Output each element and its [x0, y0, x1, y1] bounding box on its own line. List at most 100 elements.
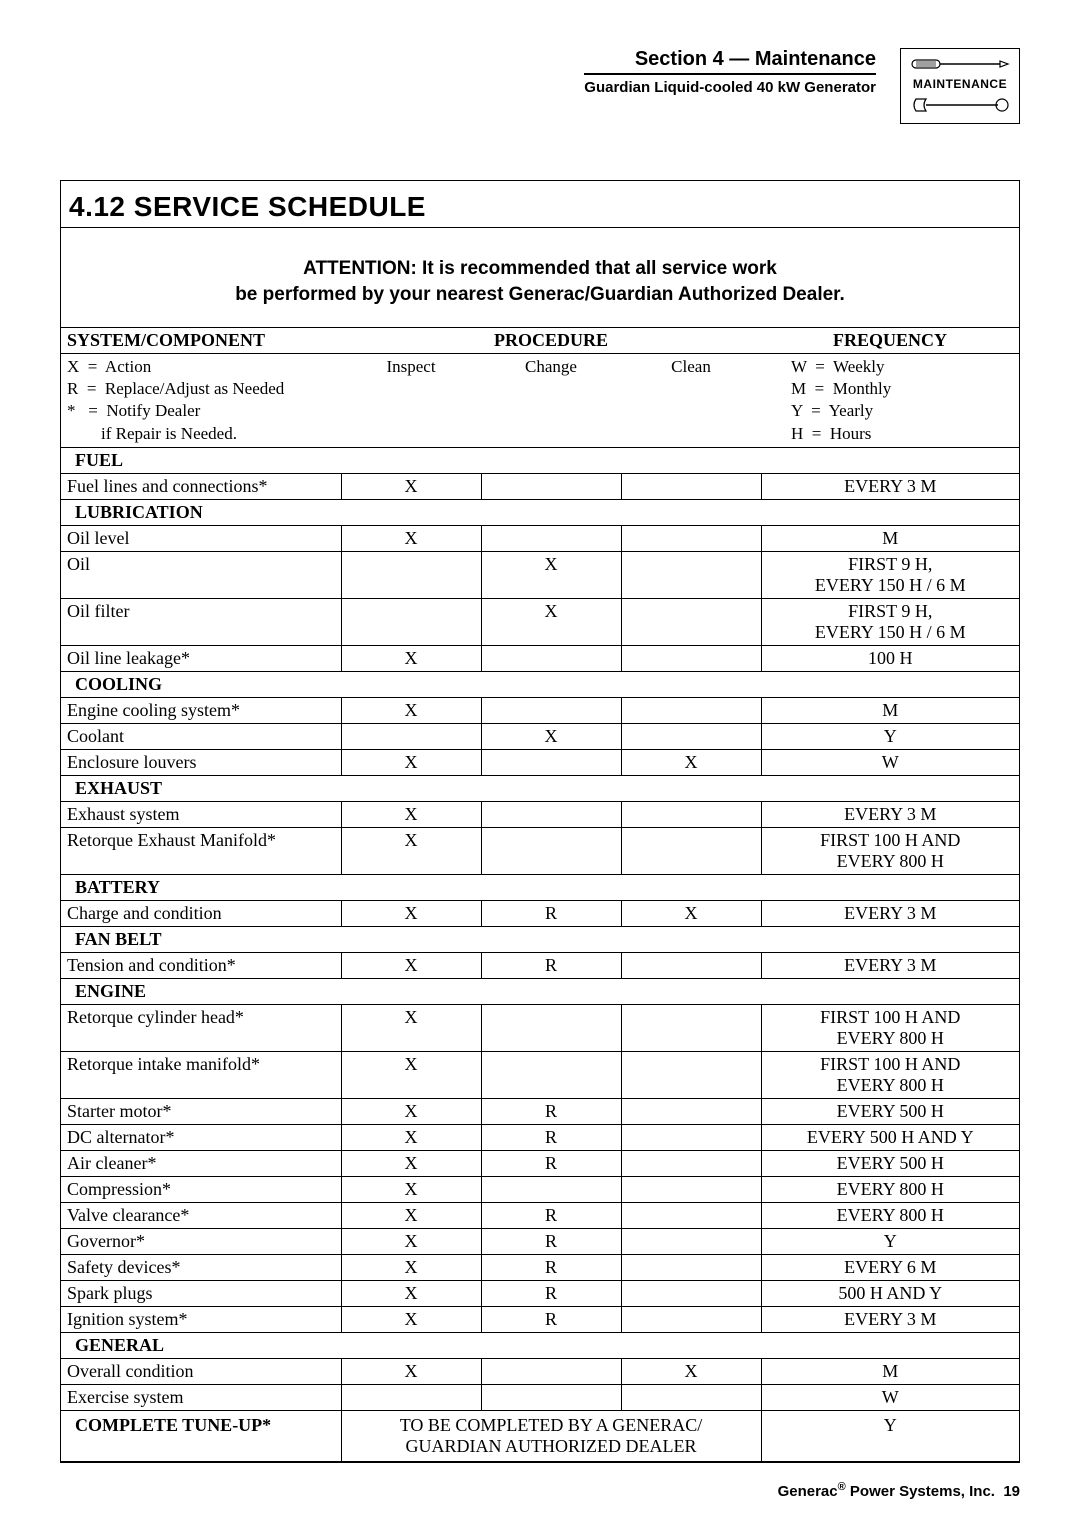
- change-cell: [481, 1051, 621, 1098]
- component-cell: Oil filter: [61, 598, 341, 645]
- inspect-cell: [341, 551, 481, 598]
- frequency-cell: W: [761, 749, 1019, 775]
- inspect-cell: X: [341, 1202, 481, 1228]
- section-header-row: EXHAUST: [61, 775, 1019, 801]
- section-name: ENGINE: [61, 978, 1019, 1004]
- table-header-row: SYSTEM/COMPONENT PROCEDURE FREQUENCY: [61, 328, 1019, 354]
- clean-cell: [621, 1004, 761, 1051]
- inspect-cell: X: [341, 952, 481, 978]
- inspect-cell: X: [341, 1004, 481, 1051]
- clean-cell: [621, 697, 761, 723]
- footer-company-suffix: Power Systems, Inc.: [846, 1483, 995, 1500]
- attention-notice: ATTENTION: It is recommended that all se…: [61, 228, 1019, 327]
- component-cell: DC alternator*: [61, 1124, 341, 1150]
- clean-cell: [621, 723, 761, 749]
- frequency-cell: Y: [761, 1228, 1019, 1254]
- frequency-cell: EVERY 3 M: [761, 473, 1019, 499]
- component-cell: Starter motor*: [61, 1098, 341, 1124]
- component-cell: Oil line leakage*: [61, 645, 341, 671]
- change-cell: X: [481, 551, 621, 598]
- panel-title: 4.12 SERVICE SCHEDULE: [61, 181, 1019, 228]
- service-schedule-panel: 4.12 SERVICE SCHEDULE ATTENTION: It is r…: [60, 180, 1020, 1463]
- clean-cell: [621, 1280, 761, 1306]
- frequency-cell: EVERY 800 H: [761, 1176, 1019, 1202]
- tuneup-frequency: Y: [761, 1410, 1019, 1461]
- component-cell: Compression*: [61, 1176, 341, 1202]
- frequency-cell: M: [761, 1358, 1019, 1384]
- col-header-procedure: PROCEDURE: [341, 328, 761, 354]
- change-cell: R: [481, 1280, 621, 1306]
- component-cell: Coolant: [61, 723, 341, 749]
- clean-cell: [621, 473, 761, 499]
- clean-cell: [621, 1098, 761, 1124]
- page-header: Section 4 — Maintenance Guardian Liquid-…: [60, 48, 1020, 124]
- component-cell: Charge and condition: [61, 900, 341, 926]
- component-cell: Overall condition: [61, 1358, 341, 1384]
- legend-component: X = Action R = Replace/Adjust as Needed …: [61, 354, 341, 447]
- maintenance-label: MAINTENANCE: [909, 77, 1011, 91]
- frequency-cell: EVERY 3 M: [761, 1306, 1019, 1332]
- table-row: Charge and conditionXRXEVERY 3 M: [61, 900, 1019, 926]
- table-row: OilXFIRST 9 H, EVERY 150 H / 6 M: [61, 551, 1019, 598]
- component-cell: Oil: [61, 551, 341, 598]
- section-header-row: GENERAL: [61, 1332, 1019, 1358]
- clean-cell: X: [621, 749, 761, 775]
- change-cell: [481, 1176, 621, 1202]
- change-cell: R: [481, 1254, 621, 1280]
- component-cell: Exercise system: [61, 1384, 341, 1410]
- table-row: Retorque cylinder head*XFIRST 100 H AND …: [61, 1004, 1019, 1051]
- section-name: GENERAL: [61, 1332, 1019, 1358]
- clean-cell: [621, 1150, 761, 1176]
- inspect-cell: [341, 598, 481, 645]
- component-cell: Tension and condition*: [61, 952, 341, 978]
- frequency-cell: FIRST 100 H AND EVERY 800 H: [761, 1004, 1019, 1051]
- component-cell: Governor*: [61, 1228, 341, 1254]
- change-cell: R: [481, 1098, 621, 1124]
- inspect-cell: X: [341, 473, 481, 499]
- change-cell: R: [481, 1124, 621, 1150]
- change-cell: [481, 1358, 621, 1384]
- frequency-cell: FIRST 9 H, EVERY 150 H / 6 M: [761, 598, 1019, 645]
- section-header-row: FAN BELT: [61, 926, 1019, 952]
- frequency-cell: W: [761, 1384, 1019, 1410]
- clean-cell: [621, 525, 761, 551]
- table-row: Ignition system*XREVERY 3 M: [61, 1306, 1019, 1332]
- change-cell: R: [481, 1306, 621, 1332]
- tuneup-row: COMPLETE TUNE-UP*TO BE COMPLETED BY A GE…: [61, 1410, 1019, 1461]
- section-header-row: LUBRICATION: [61, 499, 1019, 525]
- inspect-cell: X: [341, 1280, 481, 1306]
- tuneup-label: COMPLETE TUNE-UP*: [61, 1410, 341, 1461]
- component-cell: Retorque intake manifold*: [61, 1051, 341, 1098]
- inspect-cell: X: [341, 1254, 481, 1280]
- clean-cell: [621, 801, 761, 827]
- inspect-cell: [341, 1384, 481, 1410]
- inspect-cell: X: [341, 900, 481, 926]
- frequency-cell: FIRST 100 H AND EVERY 800 H: [761, 827, 1019, 874]
- wrench-icon: [910, 95, 1010, 115]
- page-number: 19: [1003, 1483, 1020, 1500]
- frequency-cell: EVERY 800 H: [761, 1202, 1019, 1228]
- table-row: Starter motor*XREVERY 500 H: [61, 1098, 1019, 1124]
- clean-cell: [621, 1228, 761, 1254]
- inspect-cell: X: [341, 1176, 481, 1202]
- tuneup-procedure: TO BE COMPLETED BY A GENERAC/ GUARDIAN A…: [341, 1410, 761, 1461]
- header-text-block: Section 4 — Maintenance Guardian Liquid-…: [584, 48, 876, 96]
- attention-line2: be performed by your nearest Generac/Gua…: [235, 284, 845, 305]
- component-cell: Enclosure louvers: [61, 749, 341, 775]
- inspect-cell: X: [341, 1358, 481, 1384]
- change-cell: R: [481, 1150, 621, 1176]
- table-row: Engine cooling system*XM: [61, 697, 1019, 723]
- component-cell: Ignition system*: [61, 1306, 341, 1332]
- page: Section 4 — Maintenance Guardian Liquid-…: [0, 0, 1080, 1540]
- change-cell: [481, 1004, 621, 1051]
- section-name: COOLING: [61, 671, 1019, 697]
- frequency-cell: 100 H: [761, 645, 1019, 671]
- table-row: Oil line leakage*X100 H: [61, 645, 1019, 671]
- clean-cell: X: [621, 1358, 761, 1384]
- inspect-cell: X: [341, 801, 481, 827]
- change-cell: [481, 801, 621, 827]
- inspect-cell: X: [341, 1098, 481, 1124]
- subheader-change: Change: [481, 354, 621, 447]
- document-subtitle: Guardian Liquid-cooled 40 kW Generator: [584, 79, 876, 96]
- change-cell: [481, 749, 621, 775]
